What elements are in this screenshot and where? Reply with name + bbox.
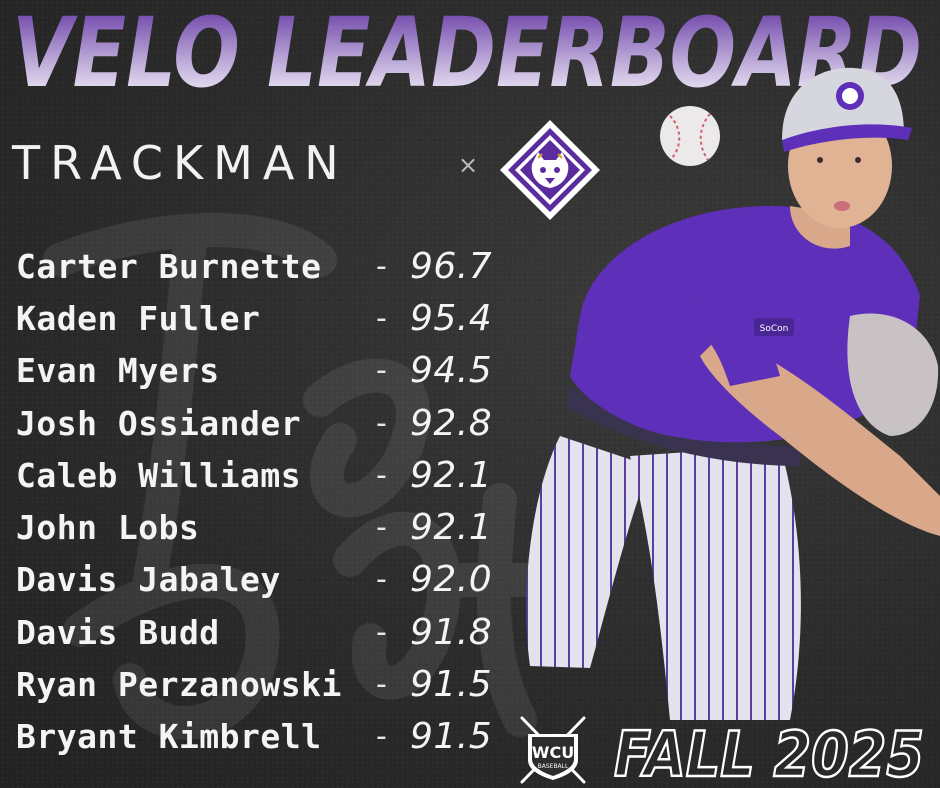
player-name: Davis Jabaley (16, 560, 281, 600)
list-item: Caleb Williams - 92.1 (16, 449, 496, 501)
wcu-logo-subtext: BASEBALL (538, 763, 569, 770)
player-name: Carter Burnette (16, 246, 322, 286)
player-name: Caleb Williams (16, 455, 302, 495)
player-velo: 92.1 (410, 454, 493, 496)
player-velo: 91.5 (410, 716, 493, 758)
row-dash: - (376, 614, 387, 650)
list-item: Bryant Kimbrell - 91.5 (16, 711, 496, 763)
player-name: Ryan Perzanowski (16, 665, 342, 705)
row-dash: - (376, 300, 387, 336)
trackman-logo: TRACKMAN (12, 136, 349, 190)
season-label: FALL 2025 (613, 717, 926, 788)
player-velo: 95.4 (410, 297, 493, 339)
list-item: Josh Ossiander - 92.8 (16, 397, 496, 449)
page-title: VELO LEADERBOARD (12, 0, 922, 106)
row-dash: - (376, 248, 387, 284)
player-velo: 96.7 (410, 245, 493, 287)
row-dash: - (376, 719, 387, 755)
player-velo: 92.8 (410, 402, 493, 444)
row-dash: - (376, 405, 387, 441)
page-title-text: VELO LEADERBOARD (12, 0, 922, 106)
player-velo: 91.8 (410, 611, 493, 653)
player-name: Davis Budd (16, 612, 220, 652)
list-item: Kaden Fuller - 95.4 (16, 292, 496, 344)
row-dash: - (376, 457, 387, 493)
velo-leaderboard: Carter Burnette - 96.7 Kaden Fuller - 95… (16, 240, 496, 763)
times-separator: × (458, 151, 479, 179)
row-dash: - (376, 510, 387, 546)
sleeve-patch: SoCon (760, 324, 789, 334)
list-item: Ryan Perzanowski - 91.5 (16, 658, 496, 710)
row-dash: - (376, 562, 387, 598)
row-dash: - (376, 667, 387, 703)
player-name: Kaden Fuller (16, 298, 261, 338)
list-item: Evan Myers - 94.5 (16, 345, 496, 397)
list-item: Davis Jabaley - 92.0 (16, 554, 496, 606)
baseball-icon (660, 106, 720, 166)
player-velo: 92.1 (410, 507, 493, 549)
wcu-logo-text: WCU (532, 743, 574, 762)
player-name: Evan Myers (16, 351, 220, 391)
player-velo: 94.5 (410, 350, 493, 392)
player-name: Josh Ossiander (16, 403, 302, 443)
pitcher-photo: SoCon (526, 67, 940, 720)
list-item: John Lobs - 92.1 (16, 501, 496, 553)
catamount-diamond-icon (500, 120, 600, 220)
list-item: Carter Burnette - 96.7 (16, 240, 496, 292)
wcu-baseball-logo: WCU BASEBALL (520, 716, 586, 784)
player-velo: 91.5 (410, 664, 493, 706)
player-name: John Lobs (16, 508, 200, 548)
list-item: Davis Budd - 91.8 (16, 606, 496, 658)
player-name: Bryant Kimbrell (16, 717, 322, 757)
player-velo: 92.0 (410, 559, 493, 601)
season-text: FALL 2025 (614, 718, 924, 788)
row-dash: - (376, 353, 387, 389)
